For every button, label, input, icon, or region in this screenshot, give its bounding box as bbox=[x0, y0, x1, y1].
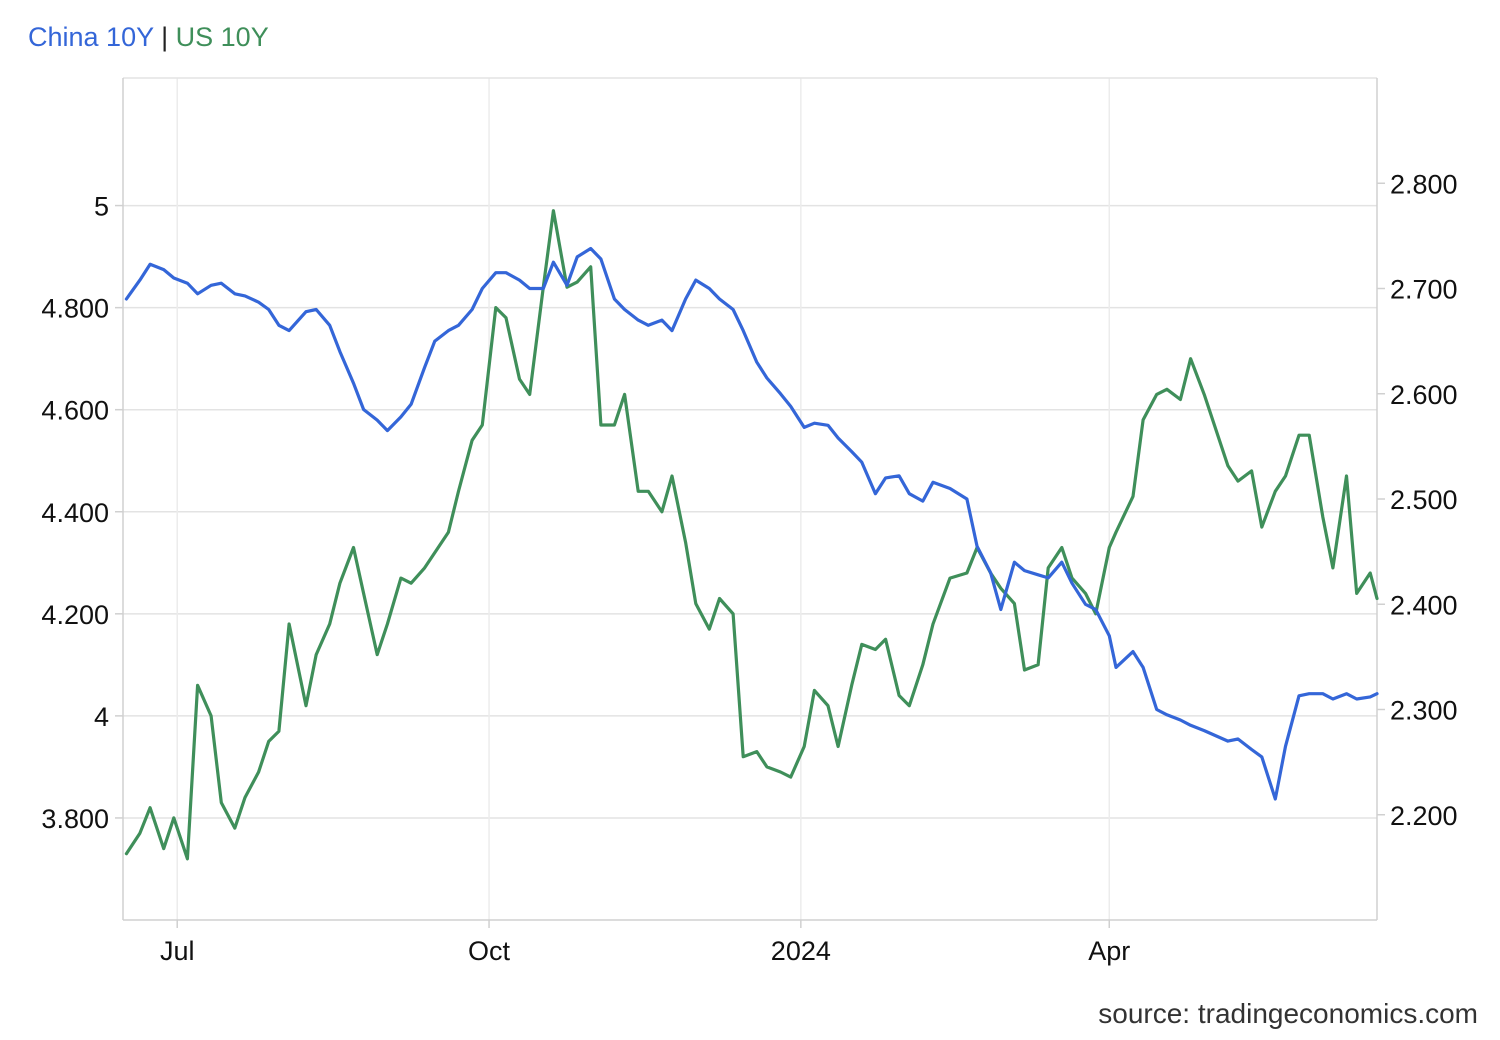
left-axis: 5 4.800 4.600 4.400 4.200 4 3.800 bbox=[41, 192, 109, 834]
legend: China 10Y | US 10Y bbox=[28, 22, 269, 53]
right-tick-label: 2.500 bbox=[1390, 485, 1458, 515]
x-tick-label: Apr bbox=[1088, 936, 1130, 966]
x-tick-label: Jul bbox=[160, 936, 195, 966]
x-axis: Jul Oct 2024 Apr bbox=[160, 936, 1130, 966]
legend-separator: | bbox=[161, 22, 169, 52]
x-tick-label: 2024 bbox=[771, 936, 831, 966]
legend-us[interactable]: US 10Y bbox=[175, 22, 269, 52]
right-tick-label: 2.800 bbox=[1390, 169, 1458, 199]
left-tick-label: 4.800 bbox=[41, 294, 109, 324]
right-tick-label: 2.300 bbox=[1390, 696, 1458, 726]
series-line-us-10y bbox=[124, 209, 1379, 861]
left-tick-label: 3.800 bbox=[41, 804, 109, 834]
left-tick-label: 4.400 bbox=[41, 498, 109, 528]
right-tick-label: 2.200 bbox=[1390, 801, 1458, 831]
right-axis: 2.800 2.700 2.600 2.500 2.400 2.300 2.200 bbox=[1390, 169, 1458, 831]
axes bbox=[115, 77, 1385, 928]
left-tick-label: 5 bbox=[94, 192, 109, 222]
grid bbox=[123, 78, 1377, 920]
series-line-china-10y bbox=[124, 246, 1379, 801]
right-tick-label: 2.400 bbox=[1390, 590, 1458, 620]
source-note: source: tradingeconomics.com bbox=[1098, 998, 1478, 1029]
left-tick-label: 4 bbox=[94, 702, 109, 732]
right-tick-label: 2.700 bbox=[1390, 275, 1458, 305]
legend-china[interactable]: China 10Y bbox=[28, 22, 154, 52]
series-layer bbox=[124, 209, 1379, 861]
left-tick-label: 4.200 bbox=[41, 600, 109, 630]
right-tick-label: 2.600 bbox=[1390, 380, 1458, 410]
x-tick-label: Oct bbox=[468, 936, 511, 966]
left-tick-label: 4.600 bbox=[41, 396, 109, 426]
